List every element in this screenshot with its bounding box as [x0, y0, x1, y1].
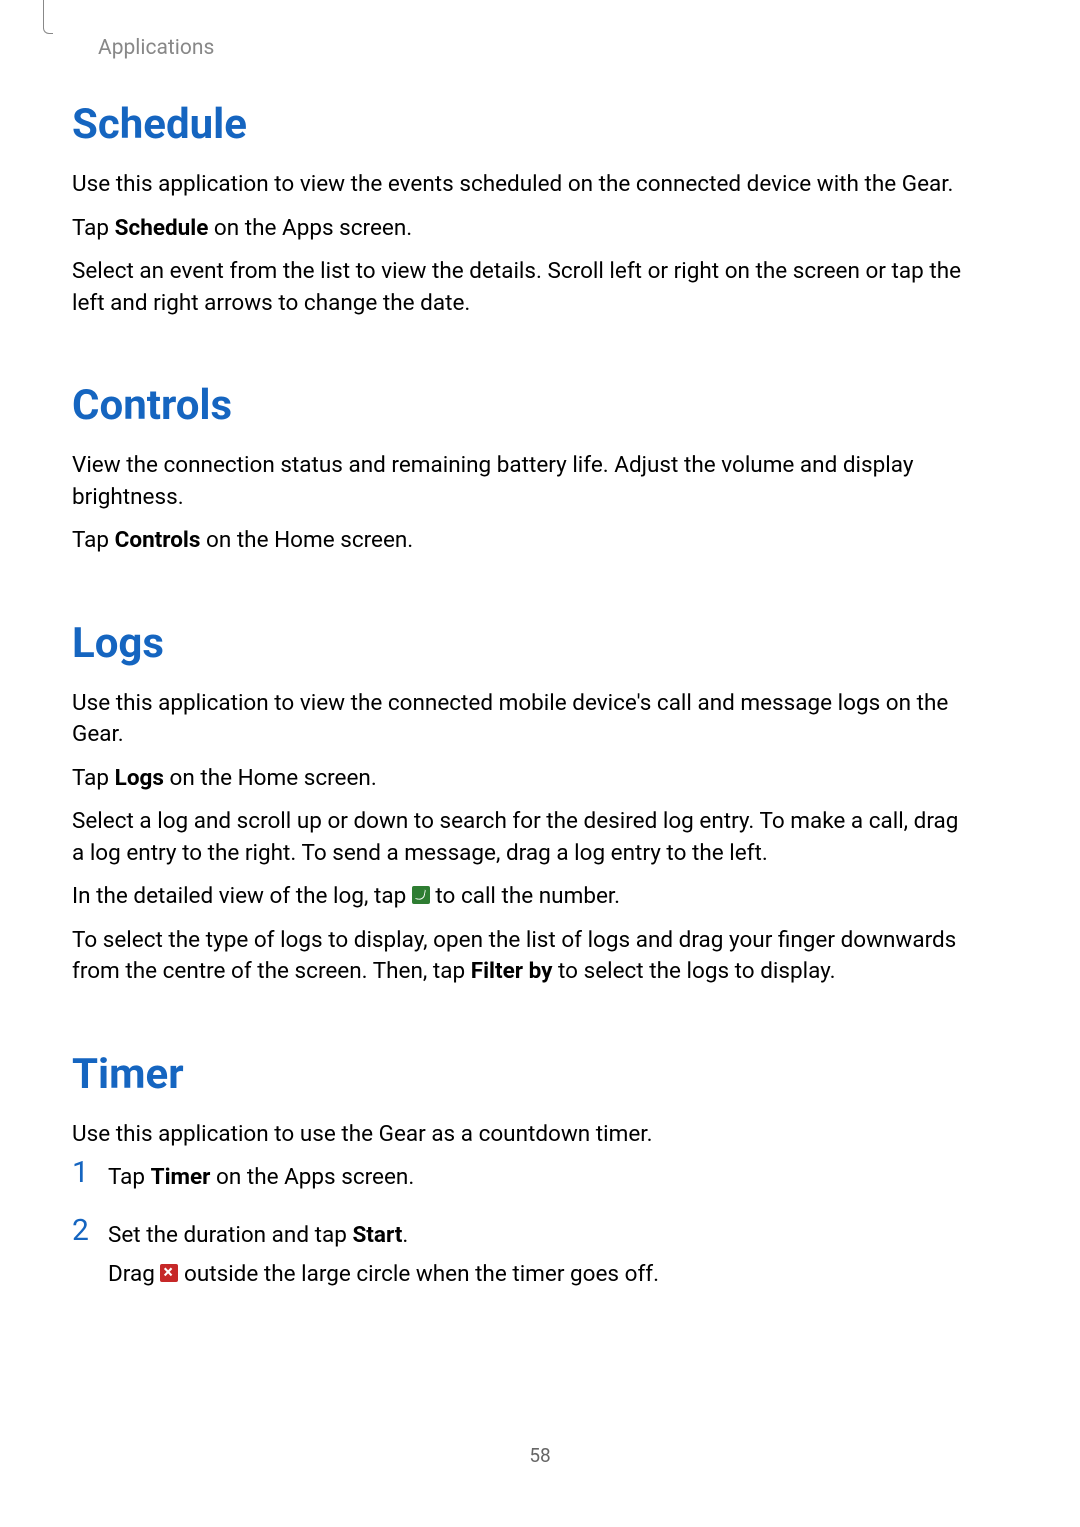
controls-p2-post: on the Home screen.: [200, 527, 413, 553]
controls-p1: View the connection status and remaining…: [72, 450, 972, 513]
section-controls: Controls View the connection status and …: [72, 381, 972, 557]
phone-icon: [412, 886, 430, 904]
step-2b-text: Drag outside the large circle when the t…: [108, 1259, 972, 1291]
logs-p5-bold: Filter by: [471, 958, 553, 984]
step-2a-pre: Set the duration and tap: [108, 1222, 352, 1248]
section-timer: Timer Use this application to use the Ge…: [72, 1050, 972, 1299]
controls-p2: Tap Controls on the Home screen.: [72, 525, 972, 557]
schedule-p2: Tap Schedule on the Apps screen.: [72, 213, 972, 245]
timer-step-1: 1 Tap Timer on the Apps screen.: [72, 1162, 972, 1202]
schedule-p2-bold: Schedule: [115, 215, 209, 241]
heading-logs: Logs: [72, 619, 972, 668]
page-number: 58: [0, 1444, 1080, 1467]
heading-timer: Timer: [72, 1050, 972, 1099]
logs-p1: Use this application to view the connect…: [72, 688, 972, 751]
step-2a-text: Set the duration and tap Start.: [108, 1220, 972, 1252]
timer-p1: Use this application to use the Gear as …: [72, 1119, 972, 1151]
step-2-content: Set the duration and tap Start. Drag out…: [108, 1220, 972, 1299]
step-2a-post: .: [402, 1222, 408, 1248]
schedule-p3: Select an event from the list to view th…: [72, 256, 972, 319]
step-2a-bold: Start: [352, 1222, 402, 1248]
heading-schedule: Schedule: [72, 100, 972, 149]
logs-p5-post: to select the logs to display.: [552, 958, 835, 984]
heading-controls: Controls: [72, 381, 972, 430]
breadcrumb: Applications: [98, 36, 214, 60]
step-number-2: 2: [72, 1216, 108, 1246]
logs-p3: Select a log and scroll up or down to se…: [72, 806, 972, 869]
controls-p2-pre: Tap: [72, 527, 115, 553]
logs-p4-pre: In the detailed view of the log, tap: [72, 883, 412, 909]
logs-p2-pre: Tap: [72, 765, 115, 791]
step-1-post: on the Apps screen.: [210, 1164, 414, 1190]
section-logs: Logs Use this application to view the co…: [72, 619, 972, 988]
header-tab-decoration: [43, 0, 53, 34]
dismiss-x-icon: [160, 1264, 178, 1282]
logs-p2-bold: Logs: [115, 765, 164, 791]
logs-p2: Tap Logs on the Home screen.: [72, 763, 972, 795]
step-1-bold: Timer: [151, 1164, 211, 1190]
step-1-text: Tap Timer on the Apps screen.: [108, 1162, 972, 1194]
timer-step-2: 2 Set the duration and tap Start. Drag o…: [72, 1220, 972, 1299]
section-schedule: Schedule Use this application to view th…: [72, 100, 972, 319]
step-number-1: 1: [72, 1158, 108, 1188]
step-2b-post: outside the large circle when the timer …: [178, 1261, 659, 1287]
step-1-pre: Tap: [108, 1164, 151, 1190]
schedule-p1: Use this application to view the events …: [72, 169, 972, 201]
step-1-content: Tap Timer on the Apps screen.: [108, 1162, 972, 1202]
logs-p5: To select the type of logs to display, o…: [72, 925, 972, 988]
page-content: Schedule Use this application to view th…: [72, 100, 972, 1361]
controls-p2-bold: Controls: [115, 527, 201, 553]
logs-p4: In the detailed view of the log, tap to …: [72, 881, 972, 913]
schedule-p2-pre: Tap: [72, 215, 115, 241]
logs-p2-post: on the Home screen.: [164, 765, 377, 791]
step-2b-pre: Drag: [108, 1261, 160, 1287]
schedule-p2-post: on the Apps screen.: [208, 215, 412, 241]
logs-p4-post: to call the number.: [430, 883, 620, 909]
